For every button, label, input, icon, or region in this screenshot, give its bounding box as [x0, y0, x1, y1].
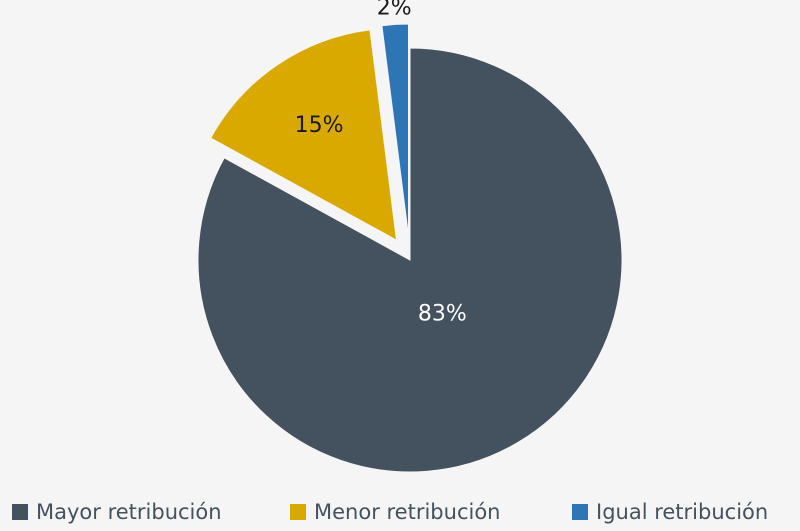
pie-slice: [197, 47, 623, 473]
legend-label: Igual retribución: [596, 500, 768, 524]
legend-label: Menor retribución: [314, 500, 500, 524]
data-label: 2%: [377, 0, 412, 20]
legend-label: Mayor retribución: [36, 500, 222, 524]
legend-swatch: [290, 504, 306, 520]
pie-slice: [210, 29, 398, 242]
legend-swatch: [572, 504, 588, 520]
data-label: 15%: [295, 113, 344, 138]
pie-slice: [381, 23, 409, 237]
data-label: 83%: [418, 302, 467, 327]
legend-swatch: [12, 504, 28, 520]
